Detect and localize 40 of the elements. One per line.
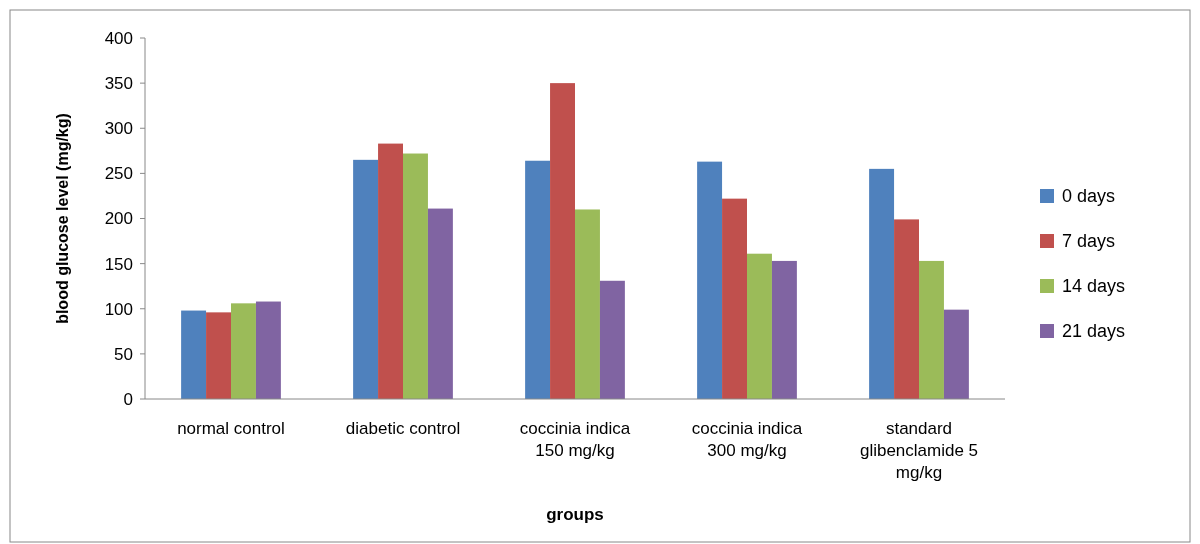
y-tick-label: 350 bbox=[104, 74, 133, 94]
y-tick-label: 400 bbox=[104, 28, 133, 48]
x-tick-label: normal control bbox=[177, 419, 285, 438]
x-tick-label: coccinia indica 150 mg/kg bbox=[519, 419, 631, 460]
bar bbox=[869, 168, 895, 399]
legend-label: 7 days bbox=[1062, 231, 1116, 252]
bar bbox=[919, 260, 944, 399]
bar bbox=[353, 159, 379, 399]
legend-label: 14 days bbox=[1062, 276, 1126, 297]
bar bbox=[525, 160, 551, 399]
x-tick-label: diabetic control bbox=[345, 419, 461, 438]
bar bbox=[255, 301, 281, 399]
bar bbox=[771, 260, 797, 399]
bar bbox=[894, 219, 919, 399]
bar bbox=[427, 208, 453, 399]
bar bbox=[378, 143, 403, 399]
bar bbox=[575, 209, 600, 399]
legend-label: 21 days bbox=[1062, 321, 1126, 342]
bar bbox=[943, 309, 969, 399]
y-axis-title: blood glucose level (mg/kg) bbox=[54, 113, 71, 324]
y-tick-label: 250 bbox=[104, 164, 133, 184]
x-tick-label: coccinia indica 300 mg/kg bbox=[691, 419, 803, 460]
bar bbox=[550, 83, 575, 399]
y-tick-label: 300 bbox=[104, 119, 133, 139]
y-tick-label: 200 bbox=[104, 209, 133, 229]
x-axis-title: groups bbox=[546, 505, 604, 524]
bar bbox=[206, 312, 231, 399]
bar bbox=[231, 303, 256, 399]
y-tick-label: 100 bbox=[104, 299, 133, 319]
y-tick-label: 150 bbox=[104, 254, 133, 274]
y-tick-label: 50 bbox=[114, 344, 133, 364]
x-tick-label: standard glibenclamide 5 mg/kg bbox=[859, 419, 979, 482]
bar bbox=[697, 161, 723, 399]
bar bbox=[181, 310, 207, 399]
y-tick-label: 0 bbox=[123, 389, 133, 409]
bar bbox=[722, 198, 747, 399]
bar bbox=[403, 153, 428, 399]
bar bbox=[599, 280, 625, 399]
bar bbox=[747, 253, 772, 399]
legend-label: 0 days bbox=[1062, 186, 1116, 207]
